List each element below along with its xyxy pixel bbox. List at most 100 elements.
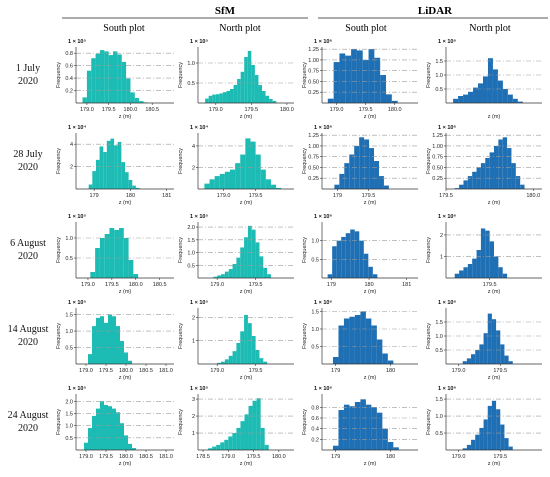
x-axis-label: z (m) [364, 200, 377, 206]
x-tick-label: 181 [402, 282, 411, 288]
histogram-bar [332, 357, 339, 364]
x-tick-label: 179.0 [79, 454, 93, 460]
x-tick-label: 179 [331, 454, 340, 460]
histogram-bar [459, 184, 464, 189]
col-header-lidar-south: South plot [345, 23, 387, 34]
histogram-bar [96, 408, 100, 450]
histogram-bar [471, 354, 476, 364]
histogram-bar [262, 91, 266, 103]
x-tick-label: 179.5 [359, 107, 373, 113]
histogram-bar [467, 264, 473, 278]
y-tick-label: 1 [192, 339, 195, 345]
histogram-bar [132, 448, 136, 450]
histogram-bar [459, 270, 464, 278]
x-tick-label: 179.0 [217, 193, 231, 199]
y-tick-label: 4 [70, 142, 73, 148]
y-tick-label: 1.5 [187, 238, 195, 244]
x-axis-label: z (m) [240, 289, 253, 295]
histogram-bar [255, 242, 260, 278]
histogram-bar [472, 258, 477, 278]
y-tick-label: 2 [192, 165, 195, 171]
y-tick-label: 0.4 [311, 427, 319, 433]
y-tick-label: 1.5 [311, 310, 319, 316]
x-tick-label: 179.5 [244, 107, 258, 113]
y-tick-label: 0.8 [65, 51, 73, 57]
histogram-bar [244, 315, 248, 364]
y-axis-label: Frequency [302, 323, 308, 349]
histogram-panel-r4-c0: 0.5 1.0 1.5 2.0 179.0 179.5 180.0 180.5 181.0 z (… [8, 386, 174, 467]
histogram-bar [463, 94, 469, 103]
histogram-bar [104, 322, 108, 364]
histogram-bar [128, 260, 134, 278]
y-tick-label: 1.25 [308, 47, 319, 53]
y-tick-label: 0.5 [65, 436, 73, 442]
x-axis-label: z (m) [240, 200, 253, 206]
histogram-bar [205, 98, 209, 103]
y-tick-label: 2 [440, 233, 443, 239]
histogram-bar [120, 340, 124, 364]
histogram-bar [95, 248, 100, 278]
histogram-bar [228, 436, 233, 450]
histogram-bar [86, 70, 92, 103]
scale-multiplier: 1 × 10⁵ [68, 214, 86, 220]
histogram-bar [128, 443, 132, 450]
y-axis-label: Frequency [302, 409, 308, 435]
histogram-bar [128, 180, 133, 189]
histogram-bar [487, 58, 493, 103]
histogram-bar [454, 188, 460, 189]
histogram-bar [497, 80, 503, 103]
histogram-bar [260, 427, 265, 450]
histogram-bar [247, 51, 252, 103]
scale-multiplier: 1 × 10⁵ [190, 39, 208, 45]
histogram-bar [466, 444, 472, 450]
scale-multiplier: 1 × 10⁵ [68, 39, 86, 45]
histogram-bar [106, 140, 111, 189]
histogram-bar [226, 91, 230, 103]
histogram-bar [374, 57, 381, 103]
histogram-bar [374, 161, 379, 189]
x-tick-label: 179.0 [79, 368, 93, 374]
histogram-bar [133, 274, 139, 278]
x-tick-label: 179.0 [81, 282, 95, 288]
histogram-bar [92, 415, 96, 450]
x-axis-label: z (m) [488, 375, 501, 381]
histogram-bar [364, 139, 370, 189]
histogram-bar [221, 274, 225, 278]
x-axis-label: z (m) [119, 289, 132, 295]
date-label: 14 August [8, 324, 49, 335]
y-axis-label: Frequency [302, 148, 308, 174]
histogram-bar [463, 180, 468, 189]
histogram-bar [82, 97, 87, 103]
histogram-panel-r0-c2: 0.25 0.50 0.75 1.00 1.25 179.0 179.5 180.0 z (m)… [302, 39, 418, 120]
histogram-bar [240, 421, 245, 450]
histogram-bar [349, 406, 355, 450]
histogram-bar [265, 179, 271, 189]
histogram-panel-r3-c1: 1 2 179.0 179.5z (m) Frequency 1 × 10⁵ [178, 300, 294, 381]
histogram-bar [88, 428, 92, 450]
y-axis-label: Frequency [426, 323, 432, 349]
histogram-bar [368, 266, 373, 278]
panels-layer: 0.2 0.4 0.6 0.8 179.0 179.5 180.0 180.5 z (m) Fre… [8, 39, 542, 467]
x-axis-label: z (m) [364, 114, 377, 120]
x-axis-label: z (m) [119, 200, 132, 206]
histogram-bar [520, 184, 525, 189]
y-tick-label: 0.5 [435, 348, 443, 354]
histogram-bar [393, 447, 399, 450]
histogram-bar [467, 176, 473, 189]
x-tick-label: 179.5 [493, 368, 507, 374]
histogram-bar [263, 267, 268, 278]
x-tick-label: 180.0 [119, 454, 133, 460]
histogram-bar [256, 398, 261, 450]
histogram-bar [391, 100, 398, 103]
date-label: 28 July [13, 149, 42, 160]
histogram-bar [235, 163, 241, 189]
histogram-bar [354, 402, 361, 450]
histogram-bar [251, 65, 255, 103]
x-axis-label: z (m) [364, 461, 377, 467]
date-label: 6 August [10, 238, 46, 249]
date-year-label: 2020 [18, 251, 38, 262]
histogram-bar [116, 412, 120, 450]
histogram-bar [251, 229, 256, 278]
histogram-bar [114, 145, 118, 189]
histogram-bar [354, 231, 360, 278]
